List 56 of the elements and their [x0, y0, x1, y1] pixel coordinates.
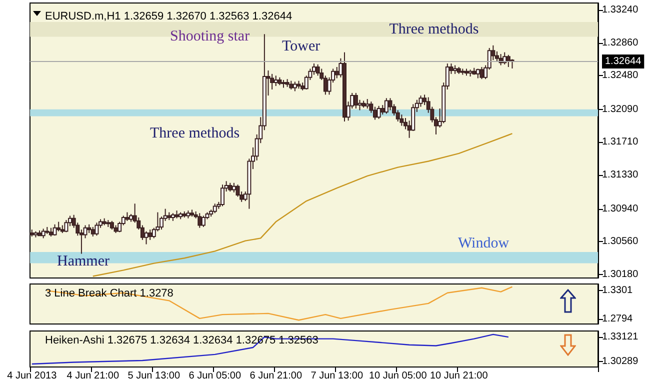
candlestick — [476, 68, 480, 79]
candlestick — [232, 182, 236, 193]
y-tick-label: 1.30289 — [602, 356, 639, 367]
y-tick-label: 1.33240 — [602, 4, 639, 16]
x-tick-label: 4 Jun 2013 — [7, 370, 58, 382]
candlestick — [144, 230, 148, 245]
candlestick — [212, 203, 217, 214]
candlestick — [506, 54, 510, 68]
candlestick — [376, 105, 381, 120]
y-tick-label: 1.3301 — [602, 285, 634, 296]
y-tick-label: 1.33121 — [602, 331, 639, 342]
candlestick — [148, 229, 152, 240]
band-label: Three methods — [389, 21, 479, 38]
candlestick — [90, 226, 95, 237]
y-tick-label: 1.30180 — [602, 269, 639, 280]
candlestick — [274, 75, 278, 87]
candlestick — [358, 99, 362, 111]
y-tick-label: 1.32480 — [602, 70, 639, 82]
y-tick-label: 1.2794 — [602, 313, 634, 324]
candlestick — [384, 98, 388, 114]
candlestick — [316, 64, 320, 76]
x-tick-label: 4 Jun 21:00 — [66, 370, 120, 382]
annotation: Tower — [282, 38, 320, 54]
candlestick — [480, 66, 484, 80]
annotation: Window — [458, 236, 510, 252]
candlestick — [220, 184, 225, 207]
candlestick — [400, 114, 404, 126]
x-tick-label: 10 Jun 21:00 — [430, 370, 488, 382]
candlestick — [94, 222, 99, 236]
candlestick — [201, 215, 206, 228]
annotation: Shooting star — [170, 28, 250, 44]
line-series — [31, 334, 510, 365]
y-tick-label: 1.30560 — [602, 236, 639, 248]
text: EURUSD.m,H1 1.32659 1.32670 1.32563 1.32644 — [45, 10, 292, 22]
annotation: Three methods — [150, 126, 240, 142]
y-tick-label: 1.32090 — [602, 104, 639, 115]
x-tick-label: 5 Jun 13:00 — [128, 370, 180, 382]
candlestick — [41, 228, 46, 239]
y-tick-label: 1.31710 — [602, 136, 639, 148]
y-tick-label: 1.32860 — [602, 37, 639, 48]
x-tick-label: 6 Jun 05:00 — [188, 370, 242, 382]
x-tick-label: 7 Jun 13:00 — [310, 370, 364, 382]
x-tick-label: 10 Jun 05:00 — [368, 370, 428, 382]
y-tick-label: 1.30940 — [602, 203, 639, 214]
candlestick — [64, 220, 68, 233]
candlestick — [365, 98, 370, 110]
y-tick-label: 1.31330 — [602, 170, 639, 181]
candlestick — [354, 92, 358, 110]
candlestick — [56, 221, 61, 232]
candlestick — [292, 81, 297, 92]
line-series — [46, 286, 513, 321]
band-label: Hammer — [57, 254, 110, 270]
ref-line-label: 1.32644 — [605, 56, 642, 67]
candlestick — [198, 212, 202, 228]
candlestick — [334, 66, 339, 79]
x-tick-label: 6 Jun 21:00 — [250, 370, 302, 382]
